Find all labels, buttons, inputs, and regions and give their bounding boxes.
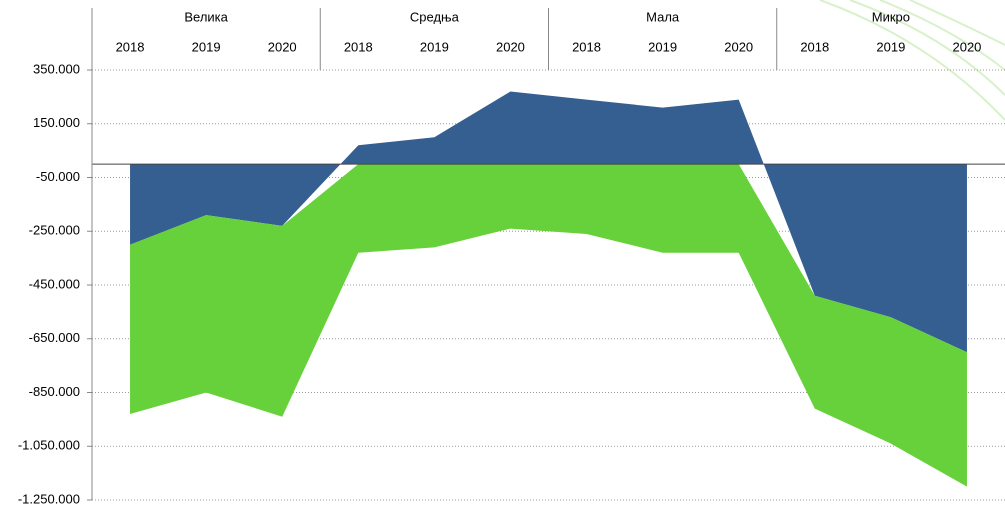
x-tick-label: 2019 [876, 39, 905, 54]
x-tick-label: 2020 [724, 39, 753, 54]
x-tick-label: 2020 [268, 39, 297, 54]
area [130, 164, 967, 487]
y-tick-label: -1.050.000 [18, 438, 80, 453]
x-tick-label: 2019 [648, 39, 677, 54]
group-label: Микро [872, 9, 910, 24]
decoration [819, 0, 1005, 121]
y-tick-label: 350.000 [33, 61, 80, 76]
y-tick-label: -250.000 [29, 223, 80, 238]
y-tick-label: 150.000 [33, 115, 80, 130]
y-tick-label: -50.000 [36, 169, 80, 184]
x-tick-label: 2020 [952, 39, 981, 54]
group-label: Велика [184, 9, 228, 24]
x-tick-label: 2019 [420, 39, 449, 54]
x-tick-label: 2019 [192, 39, 221, 54]
x-tick-label: 2018 [800, 39, 829, 54]
y-tick-label: -650.000 [29, 330, 80, 345]
x-tick-label: 2018 [344, 39, 373, 54]
group-label: Мала [646, 9, 680, 24]
y-tick-label: -450.000 [29, 276, 80, 291]
y-tick-label: -1.250.000 [18, 491, 80, 506]
x-tick-label: 2018 [572, 39, 601, 54]
group-label: Средња [410, 9, 460, 24]
x-tick-label: 2020 [496, 39, 525, 54]
area [130, 91, 967, 353]
y-tick-label: -850.000 [29, 384, 80, 399]
x-tick-label: 2018 [116, 39, 145, 54]
